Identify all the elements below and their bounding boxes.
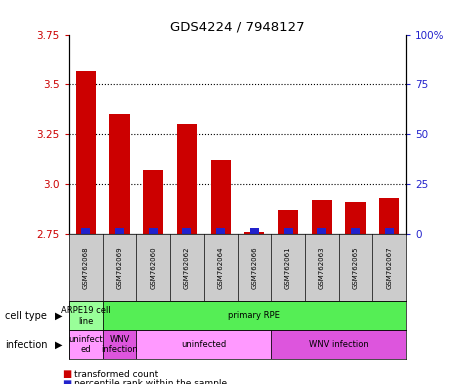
Bar [244, 232, 265, 234]
Bar [115, 228, 124, 234]
Bar [271, 330, 406, 359]
Text: GSM762065: GSM762065 [352, 247, 359, 289]
Bar [69, 301, 103, 330]
Text: ■: ■ [62, 379, 71, 384]
Text: WNV
infection: WNV infection [101, 335, 138, 354]
Text: GSM762061: GSM762061 [285, 247, 291, 289]
Text: ▶: ▶ [55, 339, 62, 350]
Text: uninfected: uninfected [181, 340, 227, 349]
Bar [278, 210, 298, 234]
Text: GSM762063: GSM762063 [319, 247, 325, 289]
Bar [109, 114, 130, 234]
Bar [143, 170, 163, 234]
Text: percentile rank within the sample: percentile rank within the sample [74, 379, 227, 384]
Text: primary RPE: primary RPE [228, 311, 280, 320]
Text: transformed count: transformed count [74, 370, 158, 379]
Bar [81, 228, 90, 234]
Text: GSM762064: GSM762064 [218, 247, 224, 289]
Bar [284, 228, 293, 234]
Text: ■: ■ [62, 369, 71, 379]
Text: cell type: cell type [5, 311, 47, 321]
Bar [210, 161, 231, 234]
Bar [379, 198, 399, 234]
Bar [149, 228, 158, 234]
Bar [76, 71, 96, 234]
Bar [345, 202, 366, 234]
Bar [312, 200, 332, 234]
Text: ARPE19 cell
line: ARPE19 cell line [61, 306, 111, 326]
Bar [177, 124, 197, 234]
Bar [216, 228, 225, 234]
Text: GSM762066: GSM762066 [251, 247, 257, 289]
Bar [385, 228, 394, 234]
Bar [182, 228, 191, 234]
Bar [250, 228, 259, 234]
Bar [136, 330, 271, 359]
Text: uninfect
ed: uninfect ed [68, 335, 103, 354]
Bar [103, 330, 136, 359]
Text: GSM762068: GSM762068 [83, 247, 89, 289]
Text: ▶: ▶ [55, 311, 62, 321]
Text: GSM762060: GSM762060 [150, 247, 156, 289]
Text: GSM762067: GSM762067 [386, 247, 392, 289]
Text: GSM762062: GSM762062 [184, 247, 190, 289]
Bar [69, 330, 103, 359]
Text: WNV infection: WNV infection [309, 340, 369, 349]
Bar [351, 228, 360, 234]
Text: GSM762069: GSM762069 [116, 247, 123, 289]
Text: infection: infection [5, 339, 47, 350]
Bar [317, 228, 326, 234]
Title: GDS4224 / 7948127: GDS4224 / 7948127 [170, 20, 305, 33]
